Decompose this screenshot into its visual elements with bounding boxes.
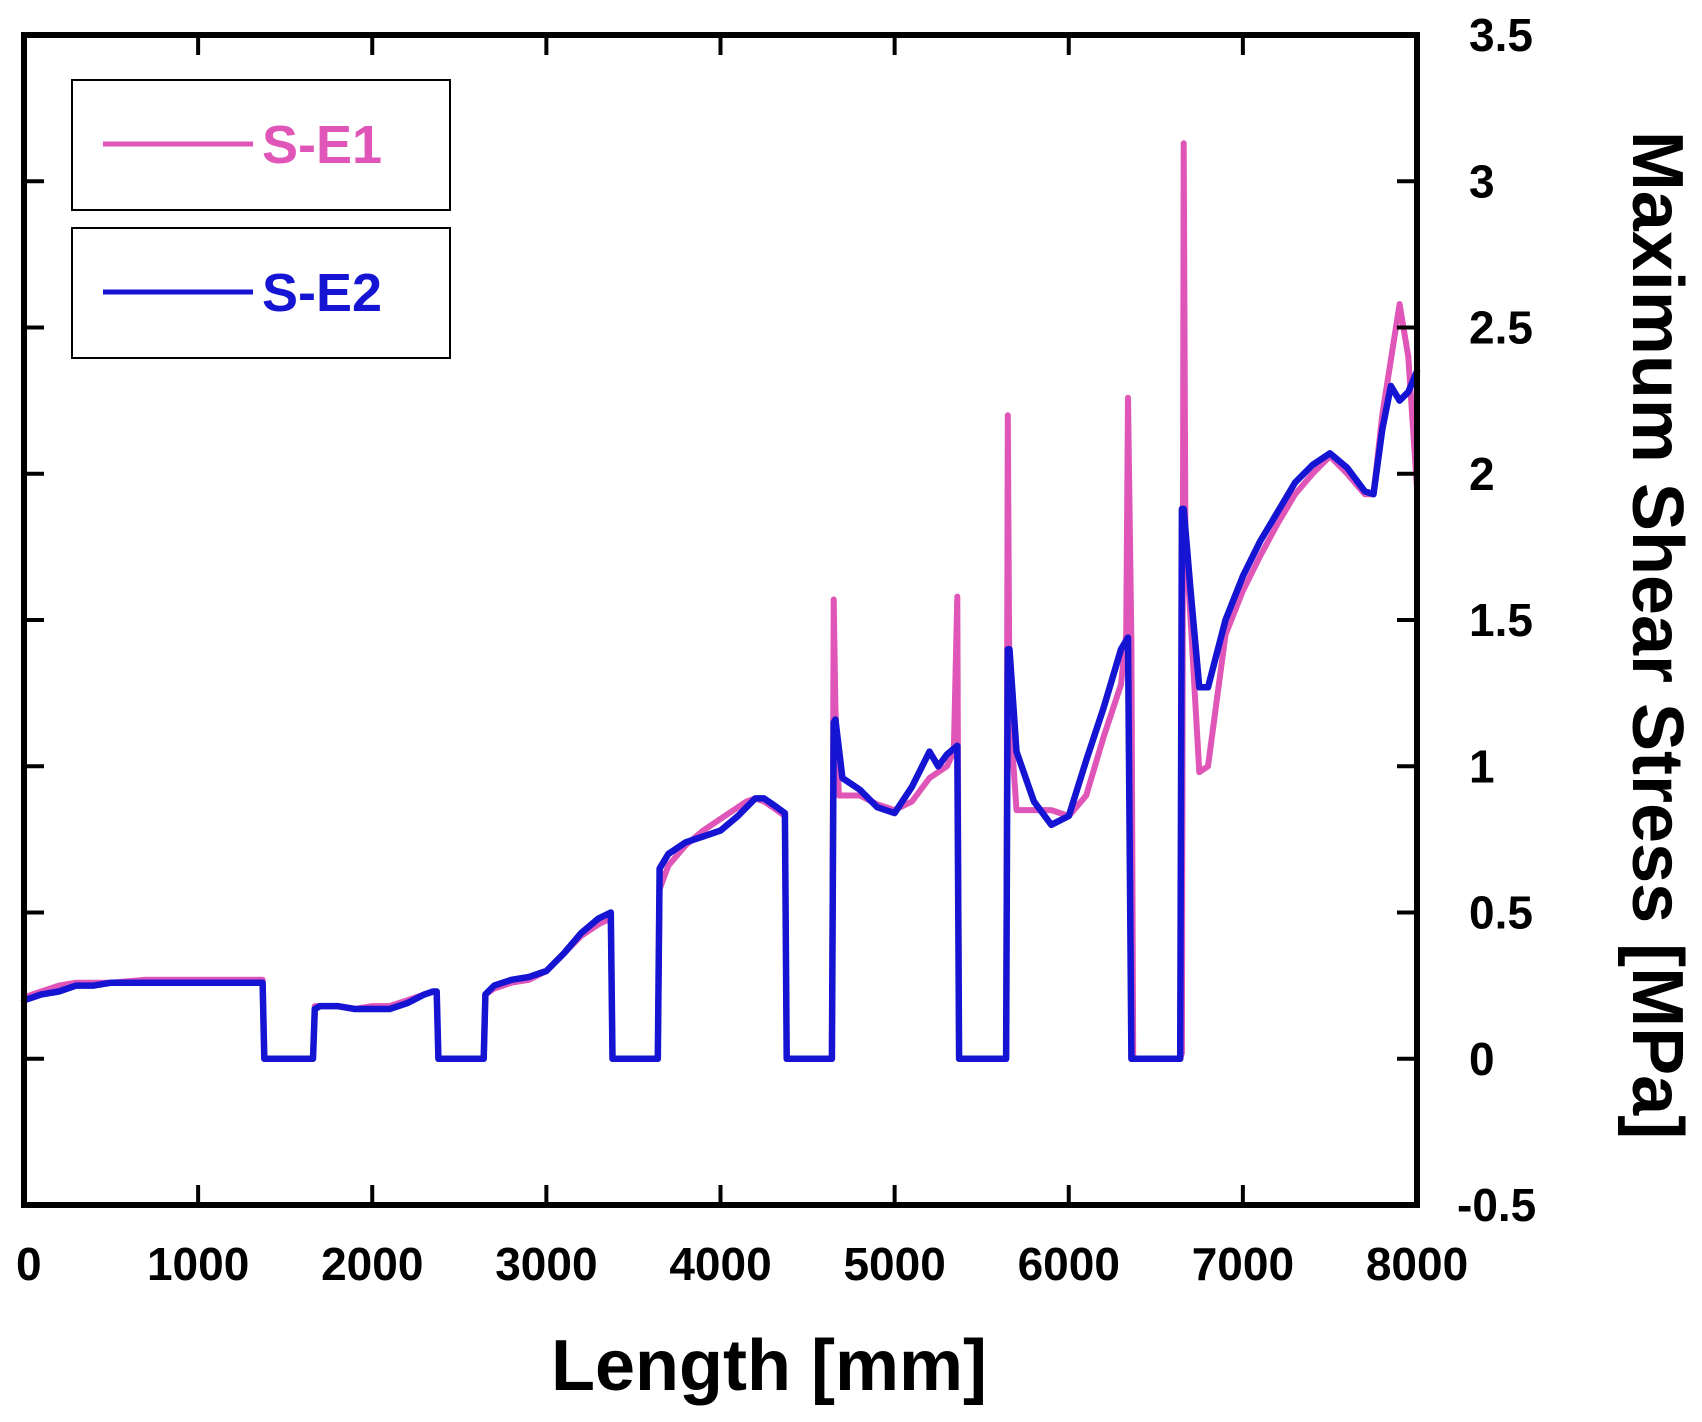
y-tick-label: 2 (1469, 448, 1495, 500)
series-layer (20, 140, 1421, 1063)
x-axis-title: Length [mm] (551, 1326, 987, 1406)
x-tick-label: 3000 (495, 1238, 597, 1290)
x-tick-label: 0 (16, 1238, 42, 1290)
x-tick-label: 4000 (669, 1238, 771, 1290)
legend-label-s-e1: S-E1 (262, 115, 382, 175)
x-tick-label: 2000 (321, 1238, 423, 1290)
y-axis-title: Maximum Shear Stress [MPa] (1617, 131, 1697, 1139)
series-line-s-e2 (20, 368, 1421, 1063)
y-tick-label: 0.5 (1469, 887, 1533, 939)
legend: S-E1 S-E2 (71, 79, 451, 359)
x-tick-label: 7000 (1192, 1238, 1294, 1290)
x-tick-label: 1000 (147, 1238, 249, 1290)
x-tick-label: 5000 (843, 1238, 945, 1290)
y-tick-label: 3.5 (1469, 9, 1533, 61)
y-tick-label: 3 (1469, 155, 1495, 207)
y-tick-label: 2.5 (1469, 302, 1533, 354)
y-tick-label: 0 (1469, 1033, 1495, 1085)
legend-label-s-e2: S-E2 (262, 263, 382, 323)
y-tick-label: 1.5 (1469, 594, 1533, 646)
tick-layer: 0 1000 2000 3000 4000 5000 6000 7000 8000 -0.5 0 0.… (16, 9, 1536, 1290)
y-tick-label: -0.5 (1457, 1179, 1536, 1231)
x-tick-label: 6000 (1018, 1238, 1120, 1290)
x-tick-label: 8000 (1366, 1238, 1468, 1290)
y-tick-label: 1 (1469, 740, 1495, 792)
